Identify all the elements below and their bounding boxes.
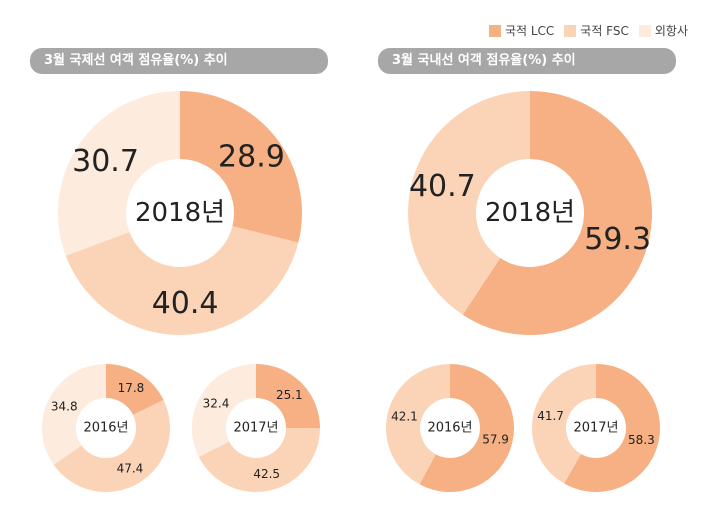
donut-label-intl-2017-foreign: 32.4: [203, 396, 230, 410]
international-panel-title: 3월 국제선 여객 점유율(%) 추이: [30, 48, 328, 74]
donut-slice-intl-2016-fsc: [53, 400, 171, 493]
legend-label-lcc: 국적 LCC: [504, 24, 555, 38]
legend-item-foreign: 외항사: [638, 22, 688, 39]
donut-slice-dom-2017-fsc: [532, 364, 596, 484]
legend-swatch-fsc: [564, 24, 577, 37]
donut-label-dom-2017-fsc: 41.7: [537, 409, 564, 423]
donut-label-intl-2017-fsc: 42.5: [253, 467, 280, 481]
donut-slice-intl-2018-lcc: [180, 91, 302, 243]
donut-center-dom-2016: 2016년: [427, 421, 472, 436]
legend: 국적 LCC 국적 FSC 외항사: [488, 22, 688, 39]
donut-slice-intl-2017-lcc: [256, 364, 321, 429]
donut-center-dom-2017: 2017년: [573, 421, 618, 436]
donut-slice-intl-2018-foreign: [58, 90, 180, 256]
donut-slice-intl-2017-foreign: [191, 364, 256, 457]
donut-slice-dom-2018-fsc: [408, 91, 530, 315]
donut-label-dom-2018-lcc: 59.3: [584, 222, 651, 257]
domestic-panel-title: 3월 국내선 여객 점유율(%) 추이: [378, 48, 676, 74]
donut-center-intl-2018: 2018년: [135, 198, 225, 228]
legend-item-lcc: 국적 LCC: [488, 22, 555, 39]
donut-center-dom-2018: 2018년: [485, 198, 575, 228]
legend-item-fsc: 국적 FSC: [564, 22, 629, 39]
donut-label-intl-2018-lcc: 28.9: [218, 140, 285, 175]
legend-swatch-lcc: [488, 24, 501, 37]
donut-label-dom-2018-fsc: 40.7: [409, 169, 476, 204]
donut-label-dom-2016-fsc: 42.1: [391, 409, 418, 423]
donut-slice-dom-2016-lcc: [419, 364, 514, 492]
donut-slice-dom-2018-lcc: [462, 91, 653, 335]
donut-center-intl-2016: 2016년: [83, 421, 128, 436]
donut-slice-intl-2017-fsc: [198, 428, 320, 492]
donut-label-intl-2016-fsc: 47.4: [117, 461, 144, 475]
donut-label-intl-2018-foreign: 30.7: [72, 144, 139, 179]
donut-slice-intl-2016-lcc: [106, 364, 164, 415]
donut-label-dom-2016-lcc: 57.9: [482, 433, 509, 447]
donut-label-intl-2017-lcc: 25.1: [276, 388, 303, 402]
donut-slice-intl-2018-fsc: [65, 226, 299, 335]
donut-label-dom-2017-lcc: 58.3: [628, 433, 655, 447]
donut-slice-intl-2016-foreign: [41, 364, 106, 465]
legend-swatch-foreign: [638, 24, 651, 37]
donut-label-intl-2018-fsc: 40.4: [152, 286, 219, 321]
donut-center-intl-2017: 2017년: [233, 421, 278, 436]
legend-label-fsc: 국적 FSC: [580, 24, 629, 38]
donut-slice-dom-2017-lcc: [564, 364, 660, 493]
donut-label-intl-2016-lcc: 17.8: [118, 381, 145, 395]
donut-slice-dom-2016-fsc: [386, 364, 450, 485]
donut-label-intl-2016-foreign: 34.8: [51, 399, 78, 413]
legend-label-foreign: 외항사: [654, 24, 688, 38]
